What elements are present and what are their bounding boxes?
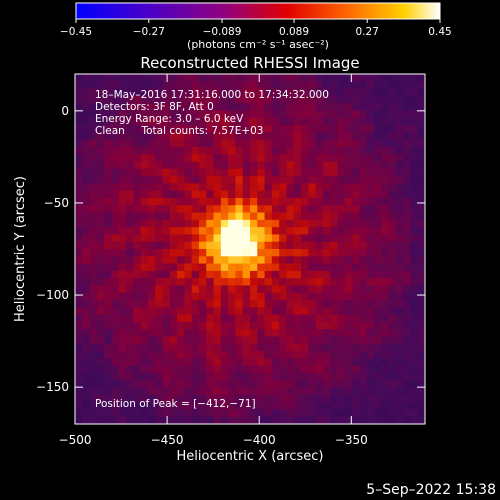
colorbar-tick-label: 0.45 xyxy=(428,26,451,38)
axis-ticks: −500 −450 −400 −350 0 −50 −100 −150 xyxy=(36,74,425,447)
x-tick-label: −450 xyxy=(151,433,184,447)
annotation-peak-position: Position of Peak = [−412,−71] xyxy=(95,398,256,410)
colorbar-tick-label: −0.089 xyxy=(203,26,242,38)
chart-title: Reconstructed RHESSI Image xyxy=(140,54,359,72)
x-tick-label: −350 xyxy=(335,433,368,447)
annotation-clean-counts: Clean Total counts: 7.57E+03 xyxy=(95,125,264,137)
colorbar-tick-label: −0.45 xyxy=(60,26,92,38)
x-tick-label: −400 xyxy=(243,433,276,447)
colorbar-units-label: (photons cm⁻² s⁻¹ asec⁻²) xyxy=(187,38,329,51)
colorbar-tick-label: 0.27 xyxy=(356,26,379,38)
heatmap-image xyxy=(75,74,426,425)
annotation-time-range: 18–May–2016 17:31:16.000 to 17:34:32.000 xyxy=(95,89,329,101)
y-tick-label: −50 xyxy=(44,196,69,210)
annotation-energy-range: Energy Range: 3.0 – 6.0 keV xyxy=(95,113,244,125)
x-axis-label: Heliocentric X (arcsec) xyxy=(177,449,324,464)
x-tick-label: −500 xyxy=(59,433,92,447)
colorbar-ticks: −0.45 −0.27 −0.089 0.089 0.27 0.45 xyxy=(60,19,452,38)
colorbar-tick-label: 0.089 xyxy=(279,26,309,38)
y-tick-label: −150 xyxy=(36,380,69,394)
plot-frame xyxy=(74,73,426,425)
footer-date: 5–Sep–2022 15:38 xyxy=(366,482,496,498)
y-axis-label: Heliocentric Y (arcsec) xyxy=(13,176,28,322)
annotation-detectors: Detectors: 3F 8F, Att 0 xyxy=(95,101,214,113)
colorbar-tick-label: −0.27 xyxy=(133,26,165,38)
y-tick-label: −100 xyxy=(36,288,69,302)
colorbar xyxy=(75,2,441,20)
y-tick-label: 0 xyxy=(61,104,69,118)
